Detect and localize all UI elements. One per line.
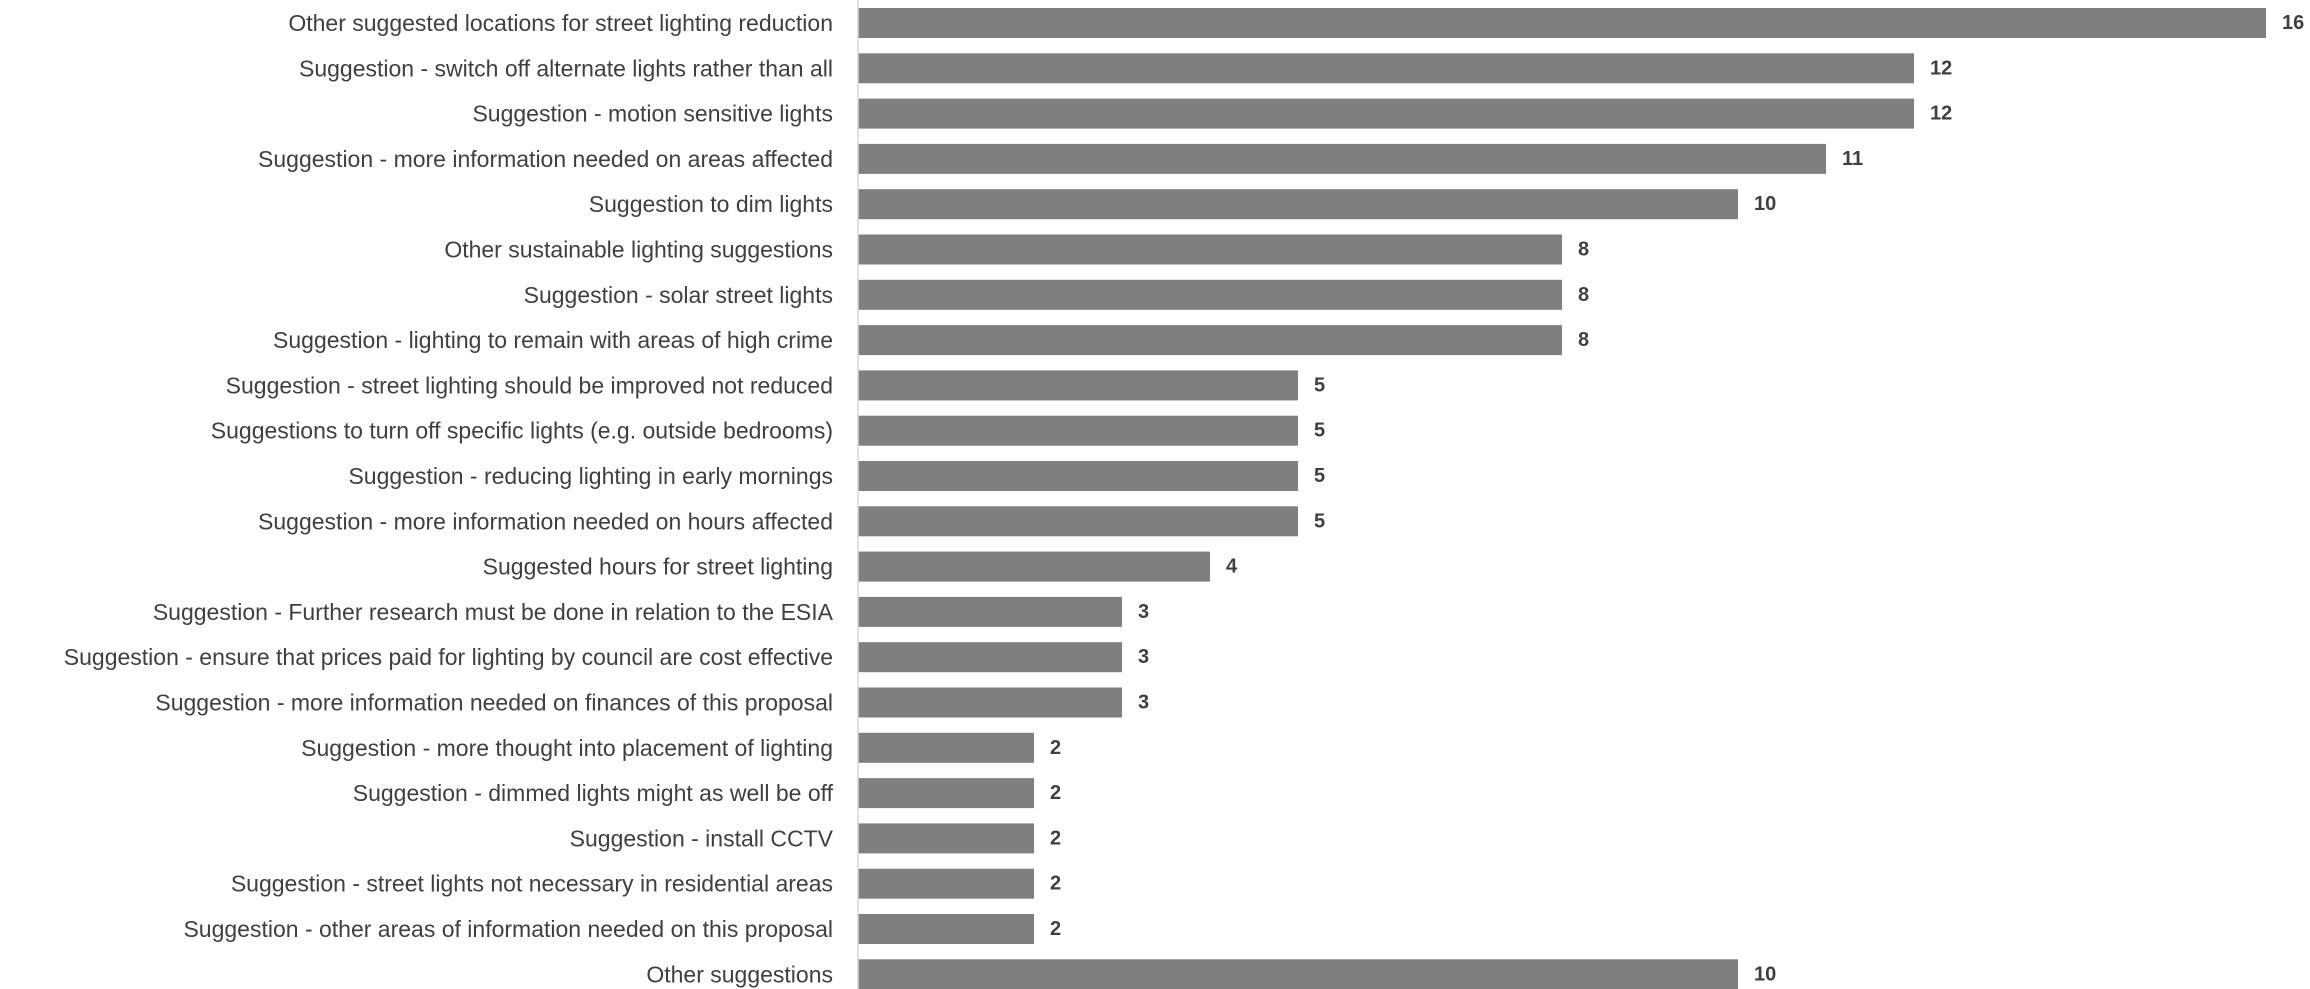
value-label: 11 (1842, 148, 1863, 170)
value-label: 2 (1050, 737, 1061, 759)
bar (858, 98, 1914, 129)
value-label: 5 (1314, 510, 1325, 532)
category-label: Suggestion - Further research must be do… (153, 599, 834, 625)
bar (858, 732, 1034, 763)
category-label: Suggestion - dimmed lights might as well… (353, 780, 834, 806)
value-labels: 16 12 12 11 10 8 8 8 5 5 5 5 4 3 3 3 2 2 2 2 2 10 (1050, 12, 2304, 985)
category-label: Suggestion to dim lights (589, 191, 833, 217)
category-label: Other suggestions (646, 961, 833, 987)
category-label: Suggestion - more information needed on … (258, 508, 833, 534)
bar (858, 823, 1034, 854)
category-label: Suggestion - lighting to remain with are… (273, 327, 833, 353)
bars-layer (858, 8, 2266, 989)
bar (858, 687, 1122, 718)
bar (858, 279, 1562, 310)
value-label: 5 (1314, 374, 1325, 396)
value-label: 2 (1050, 873, 1061, 895)
category-label: Suggestion - motion sensitive lights (472, 101, 833, 127)
bar (858, 234, 1562, 265)
bar (858, 959, 1738, 989)
category-label: Suggestion - street lighting should be i… (226, 372, 833, 398)
bar (858, 370, 1298, 401)
bar (858, 461, 1298, 491)
value-label: 8 (1578, 329, 1589, 351)
value-label: 3 (1138, 646, 1149, 668)
value-label: 4 (1226, 556, 1238, 578)
bar (858, 596, 1122, 627)
bar (858, 642, 1122, 673)
value-label: 12 (1930, 103, 1952, 125)
category-label: Suggestion - other areas of information … (183, 916, 833, 942)
value-label: 5 (1314, 465, 1325, 487)
category-label: Suggestion - switch off alternate lights… (299, 55, 833, 81)
value-label: 5 (1314, 420, 1325, 442)
category-label: Suggestions to turn off specific lights … (211, 418, 833, 444)
category-label: Suggestion - more thought into placement… (301, 735, 833, 761)
value-label: 12 (1930, 57, 1952, 79)
bar (858, 325, 1562, 356)
category-label: Suggestion - more information needed on … (258, 146, 833, 172)
value-label: 3 (1138, 692, 1149, 714)
value-label: 10 (1754, 963, 1776, 985)
value-label: 3 (1138, 601, 1149, 623)
bar (858, 551, 1210, 582)
bar (858, 914, 1034, 944)
bar (858, 143, 1826, 174)
bar (858, 189, 1738, 220)
bar (858, 8, 2266, 38)
bar (858, 415, 1298, 446)
value-label: 2 (1050, 782, 1061, 804)
category-label: Suggestion - street lights not necessary… (231, 871, 833, 897)
bar (858, 778, 1034, 809)
bar (858, 868, 1034, 899)
value-label: 8 (1578, 284, 1589, 306)
category-label: Suggestion - reducing lighting in early … (348, 463, 833, 489)
category-label: Suggestion - install CCTV (570, 825, 834, 851)
value-label: 8 (1578, 239, 1589, 261)
bar (858, 53, 1914, 84)
category-label: Suggestion - more information needed on … (155, 690, 833, 716)
category-label: Suggestion - ensure that prices paid for… (64, 644, 833, 670)
category-label: Other sustainable lighting suggestions (444, 237, 833, 263)
value-label: 16 (2282, 12, 2304, 34)
value-label: 2 (1050, 918, 1061, 940)
category-label: Suggested hours for street lighting (483, 554, 833, 580)
category-labels: Other suggested locations for street lig… (64, 10, 834, 987)
value-label: 10 (1754, 193, 1776, 215)
category-label: Suggestion - solar street lights (524, 282, 833, 308)
category-label: Other suggested locations for street lig… (288, 10, 833, 36)
bar (858, 506, 1298, 537)
value-label: 2 (1050, 827, 1061, 849)
